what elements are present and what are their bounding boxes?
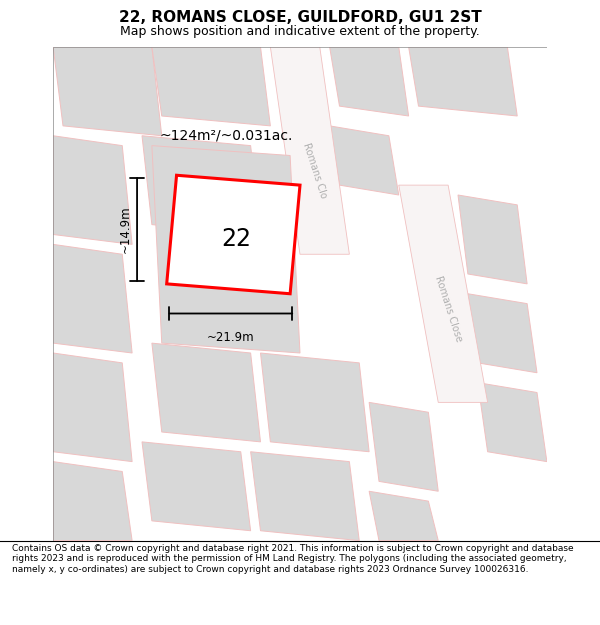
Text: Map shows position and indicative extent of the property.: Map shows position and indicative extent… — [120, 26, 480, 39]
Text: Romans Close: Romans Close — [433, 274, 464, 343]
Text: Romans Clo: Romans Clo — [301, 141, 328, 199]
Polygon shape — [399, 185, 488, 402]
Polygon shape — [369, 402, 438, 491]
Text: Contains OS data © Crown copyright and database right 2021. This information is : Contains OS data © Crown copyright and d… — [12, 544, 574, 574]
Polygon shape — [329, 47, 409, 116]
Polygon shape — [152, 47, 271, 126]
Text: 22: 22 — [221, 228, 251, 251]
Polygon shape — [409, 47, 517, 116]
Polygon shape — [53, 353, 132, 462]
Polygon shape — [251, 452, 359, 541]
Polygon shape — [152, 146, 300, 353]
Polygon shape — [167, 175, 300, 294]
Polygon shape — [329, 126, 399, 195]
Polygon shape — [468, 294, 537, 372]
Polygon shape — [142, 442, 251, 531]
Text: ~14.9m: ~14.9m — [119, 206, 132, 253]
Polygon shape — [142, 136, 260, 234]
Polygon shape — [152, 343, 260, 442]
Polygon shape — [260, 353, 369, 452]
Polygon shape — [53, 244, 132, 353]
Polygon shape — [53, 136, 132, 244]
Text: ~21.9m: ~21.9m — [207, 331, 254, 344]
Polygon shape — [458, 195, 527, 284]
Polygon shape — [53, 462, 132, 541]
Polygon shape — [271, 47, 349, 254]
Polygon shape — [478, 382, 547, 462]
Polygon shape — [53, 47, 162, 136]
Text: ~124m²/~0.031ac.: ~124m²/~0.031ac. — [159, 129, 293, 142]
Polygon shape — [369, 491, 438, 541]
Text: 22, ROMANS CLOSE, GUILDFORD, GU1 2ST: 22, ROMANS CLOSE, GUILDFORD, GU1 2ST — [119, 10, 481, 25]
